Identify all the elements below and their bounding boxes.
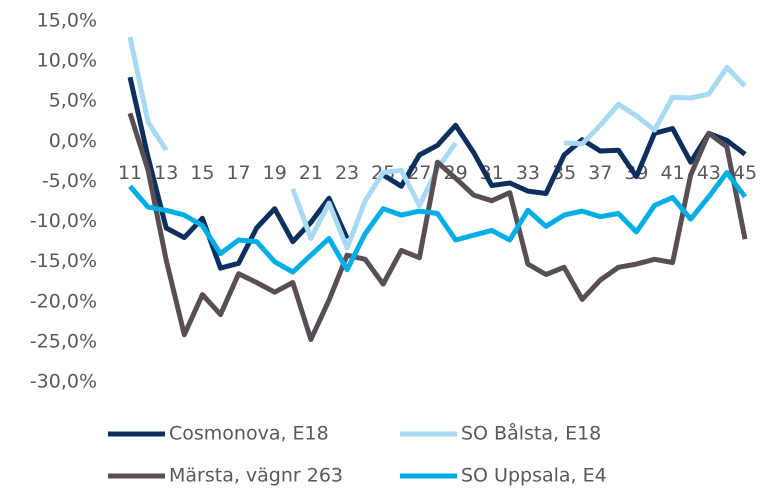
series-line: [127, 36, 747, 251]
y-tick-label: 10,0%: [37, 50, 97, 72]
x-tick-label: 33: [516, 162, 540, 184]
x-tick-label: 15: [190, 162, 214, 184]
legend-label: SO Bålsta, E18: [461, 422, 601, 445]
y-tick-label: 15,0%: [37, 10, 97, 32]
y-tick-label: 0,0%: [49, 130, 97, 152]
x-tick-label: 43: [697, 162, 721, 184]
y-tick-label: -20,0%: [30, 290, 97, 312]
legend-label: Märsta, vägnr 263: [169, 465, 343, 487]
x-tick-label: 41: [661, 162, 685, 184]
y-tick-label: 5,0%: [49, 90, 97, 112]
x-tick-label: 19: [263, 162, 287, 184]
y-tick-label: -10,0%: [30, 210, 97, 232]
series-line: [127, 112, 748, 342]
x-tick-label: 11: [118, 162, 142, 184]
series-line: [128, 170, 747, 275]
x-tick-label: 21: [299, 162, 323, 184]
x-tick-label: 13: [154, 162, 178, 184]
y-tick-label: -30,0%: [30, 371, 97, 393]
x-tick-label: 37: [588, 162, 612, 184]
legend-label: Cosmonova, E18: [169, 423, 329, 445]
x-tick-label: 45: [733, 162, 757, 184]
x-tick-label: 17: [226, 162, 250, 184]
x-tick-label: 29: [443, 162, 467, 184]
y-tick-label: -5,0%: [42, 170, 97, 192]
series-line: [127, 76, 747, 271]
y-tick-label: -15,0%: [30, 250, 97, 272]
x-tick-label: 23: [335, 162, 359, 184]
y-tick-label: -25,0%: [30, 330, 97, 352]
legend-label: SO Uppsala, E4: [461, 465, 607, 487]
